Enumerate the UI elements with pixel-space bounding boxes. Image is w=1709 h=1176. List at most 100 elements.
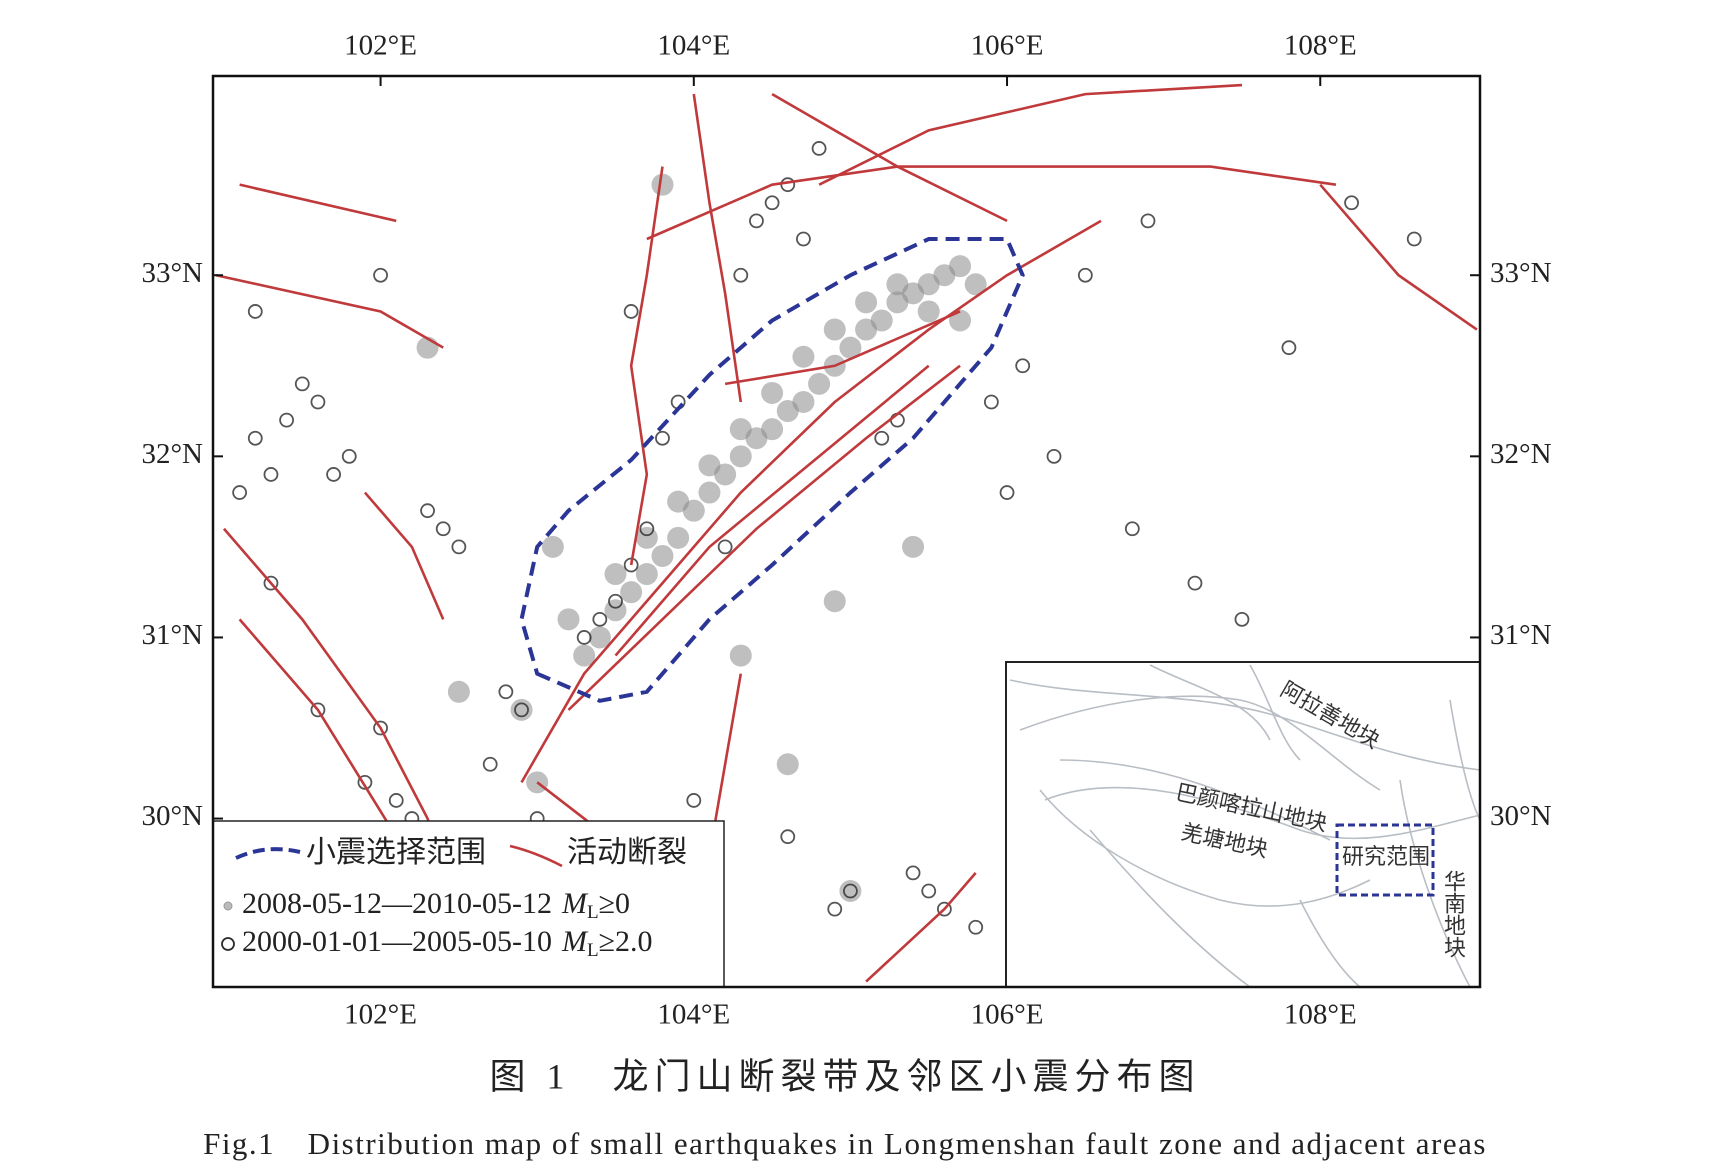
block-boundary (1399, 779, 1471, 988)
x-tick-label: 106°E (971, 30, 1044, 62)
earthquake (447, 680, 470, 703)
fault-line (629, 166, 664, 566)
y-tick-label: 33°N (141, 257, 203, 289)
earthquake (263, 467, 279, 482)
x-tick-label: 108°E (1284, 999, 1357, 1031)
earthquake (968, 919, 984, 935)
earthquake (761, 381, 784, 404)
earthquake (388, 793, 404, 808)
earthquake (764, 195, 780, 211)
legend-label: 小震选择范围 (306, 836, 486, 869)
earthquake (1046, 448, 1062, 464)
earthquake (808, 372, 831, 395)
earthquake (482, 756, 498, 772)
block-boundary (1449, 699, 1481, 821)
earthquake (823, 318, 846, 341)
earthquake (635, 526, 658, 549)
earthquake (514, 702, 529, 718)
earthquake (620, 581, 643, 604)
earthquake (373, 720, 388, 736)
earthquake (1344, 195, 1359, 211)
earthquake (655, 430, 670, 446)
fault-line (567, 364, 961, 711)
earthquake (823, 590, 846, 613)
earthquake (1234, 611, 1250, 627)
caption-cn: 图 1 龙门山断裂带及邻区小震分布图 (489, 1056, 1200, 1096)
fault-line (865, 872, 977, 983)
selection-layer (519, 237, 1025, 703)
y-tick-label: 32°N (141, 438, 203, 470)
fault-line (692, 93, 743, 403)
legend-magnitude-sub: L (587, 940, 599, 961)
earthquake (686, 793, 702, 808)
fault-line (818, 83, 1243, 186)
earthquake (294, 376, 310, 392)
earthquake (811, 141, 827, 156)
earthquake (557, 608, 580, 631)
earthquake (855, 291, 878, 314)
fault-line (614, 364, 930, 657)
earthquake (870, 309, 893, 332)
fault-line (215, 273, 444, 349)
earthquake (1140, 213, 1156, 229)
block-boundary (1249, 664, 1301, 761)
block-boundary (1299, 899, 1361, 988)
earthquake (874, 430, 890, 446)
legend: 小震选择范围 活动断裂 2008-05-12—2010-05-12 ML≥0200… (212, 820, 725, 988)
earthquake (796, 231, 811, 247)
earthquake (776, 753, 799, 776)
earthquake (749, 213, 764, 229)
earthquake (1015, 358, 1031, 374)
earthquake (667, 526, 690, 549)
x-tick-label: 108°E (1284, 30, 1357, 62)
earthquake (964, 273, 987, 296)
legend-label: 2000-01-01—2005-05-10 ML≥2.0 (242, 925, 653, 961)
earthquake (949, 255, 972, 278)
x-tick-label: 104°E (657, 999, 730, 1031)
earthquake (983, 394, 999, 410)
earthquake (232, 485, 248, 500)
earthquake (498, 684, 514, 700)
legend-magnitude: M (561, 925, 589, 958)
earthquake (839, 880, 862, 903)
selection-area (519, 237, 1025, 703)
legend-magnitude: M (561, 887, 589, 920)
earthquake (635, 563, 658, 586)
study-area-label: 研究范围 (1342, 844, 1430, 869)
caption-en: Fig.1 Distribution map of small earthqua… (203, 1126, 1487, 1161)
earthquake (1187, 575, 1203, 591)
earthquake (698, 481, 721, 504)
earthquake (604, 563, 627, 586)
earthquake (435, 521, 451, 537)
earthquake (780, 177, 796, 193)
legend-label: 活动断裂 (567, 836, 687, 869)
x-tick-label: 102°E (344, 30, 417, 62)
earthquake (733, 267, 749, 283)
earthquake (310, 394, 326, 410)
legend-swatch (235, 847, 301, 860)
y-tick-label: 31°N (141, 619, 203, 651)
earthquake (902, 535, 925, 558)
earthquake (886, 273, 909, 296)
earthquake (592, 611, 608, 627)
earthquake (1281, 340, 1297, 356)
fault-line (646, 165, 1337, 241)
earthquake (279, 412, 295, 428)
earthquake (541, 535, 564, 558)
block-label: 华南地块 (1441, 870, 1466, 958)
earthquake (792, 345, 815, 368)
legend-marker (223, 901, 233, 911)
y-tick-label: 30°N (141, 800, 203, 832)
earthquake (729, 445, 752, 468)
block-boundary (1044, 786, 1481, 840)
earthquake (373, 267, 388, 283)
earthquake (917, 300, 940, 323)
earthquake (729, 418, 752, 441)
earthquake (247, 304, 263, 319)
earthquake (357, 774, 373, 790)
earthquake (510, 698, 533, 721)
block-boundary (1149, 664, 1271, 741)
y-tick-label: 33°N (1490, 257, 1552, 289)
